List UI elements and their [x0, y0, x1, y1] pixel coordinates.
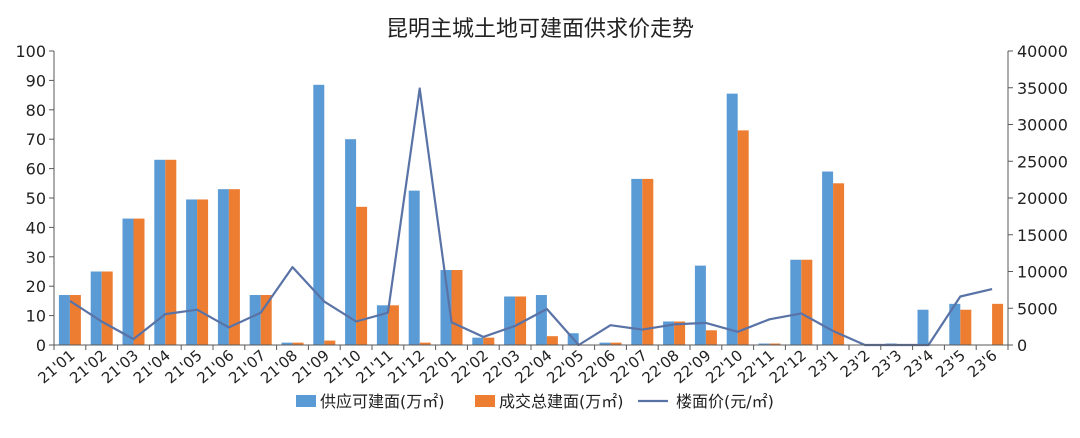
deal-bar	[165, 159, 177, 345]
deal-bar	[833, 183, 845, 345]
left-tick-label: 0	[36, 336, 46, 355]
x-tick-label: 23'3	[869, 346, 906, 381]
right-tick-label: 25000	[1017, 152, 1068, 171]
deal-bar	[356, 206, 368, 345]
legend-supply-swatch	[296, 395, 316, 407]
legend-price-label: 楼面价(元/㎡)	[676, 392, 774, 411]
deal-bar	[133, 218, 145, 345]
x-tick-label: 23'5	[932, 346, 969, 381]
deal-bar	[515, 296, 527, 345]
supply-bar	[90, 271, 102, 345]
supply-bar	[281, 342, 293, 345]
deal-bar	[228, 189, 240, 345]
supply-bar	[472, 337, 484, 345]
supply-bar	[217, 189, 229, 345]
left-tick-label: 20	[26, 277, 46, 296]
deal-bar	[992, 303, 1004, 345]
left-tick-label: 10	[26, 307, 46, 326]
right-tick-label: 0	[1017, 336, 1027, 355]
x-tick-label: 22'12	[766, 346, 810, 387]
supply-bar	[154, 159, 166, 345]
supply-bar	[790, 259, 802, 345]
deal-bar	[101, 271, 113, 345]
right-tick-label: 15000	[1017, 226, 1068, 245]
supply-bar	[122, 218, 134, 345]
line-layer	[69, 87, 993, 347]
legend-deal-swatch	[475, 395, 495, 407]
deal-bar	[960, 309, 972, 345]
deal-bar	[610, 342, 622, 345]
left-tick-label: 30	[26, 248, 46, 267]
right-tick-label: 35000	[1017, 79, 1068, 98]
supply-bar	[949, 303, 961, 345]
supply-bar	[504, 296, 516, 345]
deal-bar	[260, 295, 272, 345]
x-tick-label: 23'2	[837, 346, 874, 381]
price-line	[69, 87, 993, 347]
left-tick-label: 60	[26, 160, 46, 179]
left-tick-label: 70	[26, 130, 46, 149]
deal-bar	[292, 342, 304, 345]
deal-bar	[801, 259, 813, 345]
deal-bar	[546, 336, 558, 345]
deal-bar	[69, 295, 81, 345]
supply-bar	[186, 199, 198, 345]
left-tick-label: 80	[26, 101, 46, 120]
left-tick-label: 50	[26, 189, 46, 208]
left-tick-label: 100	[15, 42, 46, 61]
deal-bar	[324, 340, 336, 345]
supply-bar	[694, 265, 706, 345]
deal-bar	[705, 330, 717, 345]
right-tick-label: 10000	[1017, 263, 1068, 282]
right-axis: 0 5000 10000 15000 20000 25000 30000 35000 40000	[1007, 42, 1068, 355]
supply-bar	[758, 343, 770, 345]
supply-bar	[663, 321, 675, 345]
supply-bar	[58, 295, 70, 345]
x-tick-label: 23'6	[964, 346, 1001, 381]
deal-bar	[387, 305, 399, 345]
right-tick-label: 40000	[1017, 42, 1068, 61]
deal-bar	[737, 130, 749, 345]
right-tick-label: 20000	[1017, 189, 1068, 208]
supply-bar	[599, 342, 611, 345]
deal-bar	[642, 178, 654, 345]
supply-bar	[535, 295, 547, 345]
supply-bar	[631, 178, 643, 345]
supply-bar	[376, 305, 388, 345]
bars-layer	[58, 84, 1004, 345]
supply-bar	[249, 295, 261, 345]
legend-supply-label: 供应可建面(万㎡)	[320, 392, 445, 411]
x-tick-label: 23'1	[805, 346, 842, 381]
supply-bar	[726, 93, 738, 345]
deal-bar	[197, 199, 209, 345]
supply-bar	[440, 270, 452, 345]
right-tick-label: 30000	[1017, 116, 1068, 135]
left-tick-label: 40	[26, 218, 46, 237]
chart-title: 昆明主城土地可建面供求价走势	[386, 17, 694, 42]
deal-bar	[674, 321, 686, 345]
legend-deal-label: 成交总建面(万㎡)	[499, 392, 624, 411]
x-tick-label: 23'4	[900, 346, 937, 381]
legend: 供应可建面(万㎡) 成交总建面(万㎡) 楼面价(元/㎡)	[296, 392, 774, 411]
left-tick-label: 90	[26, 71, 46, 90]
left-axis: 0 10 20 30 40 50 60 70 80 90 100	[15, 42, 55, 355]
right-tick-label: 5000	[1017, 299, 1058, 318]
supply-bar	[313, 84, 325, 345]
supply-bar	[345, 139, 357, 345]
supply-bar	[822, 171, 834, 345]
deal-bar	[483, 337, 495, 345]
x-axis: 21'0121'0221'0321'0421'0521'0621'0721'08…	[34, 344, 1009, 387]
deal-bar	[769, 343, 781, 345]
supply-bar	[408, 190, 420, 345]
supply-bar	[917, 309, 929, 345]
deal-bar	[419, 342, 431, 345]
deal-bar	[451, 270, 463, 345]
